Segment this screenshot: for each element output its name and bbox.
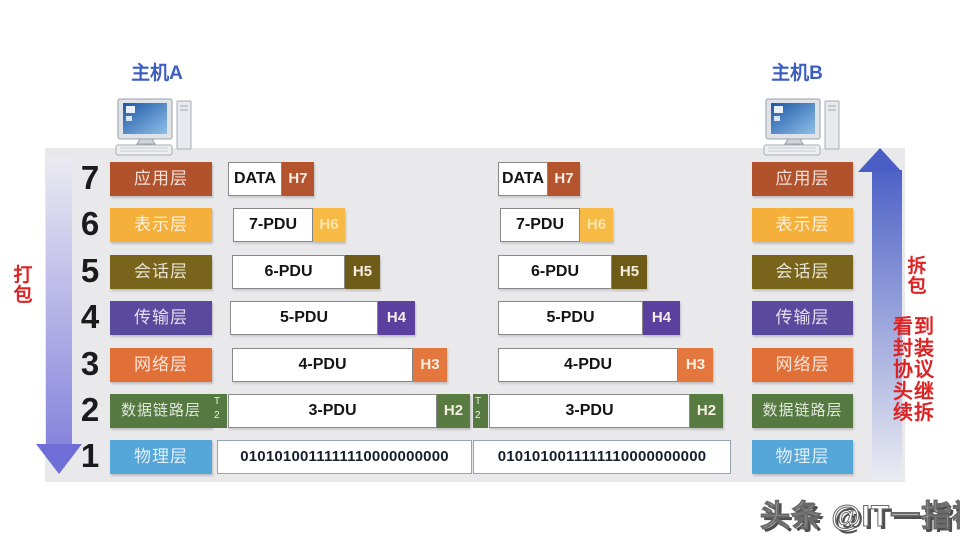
layer-number: 7 <box>80 159 100 196</box>
layer-number: 2 <box>80 391 100 428</box>
pdu-box-right: DATA <box>498 162 548 196</box>
header-box-left: H7 <box>282 162 314 196</box>
layer-name-right: 传输层 <box>752 301 853 335</box>
host-b-label: 主机B <box>771 63 823 84</box>
layer-row-6: 6 表示层 7-PDU H6 7-PDU H6 表示层 <box>0 205 960 242</box>
computer-icon <box>763 98 840 156</box>
layer-name-right: 会话层 <box>752 255 853 289</box>
pdu-box-right: 7-PDU <box>500 208 580 242</box>
header-box-right: H6 <box>580 208 613 242</box>
layer-name-left: 网络层 <box>110 348 212 382</box>
unpack-note-line: 续拆 <box>893 402 935 424</box>
layer-name-left: 数据链路层 <box>110 394 212 428</box>
layer-row-7: 7 应用层 DATA H7 DATA H7 应用层 <box>0 159 960 196</box>
trailer-char: T <box>475 396 482 407</box>
trailer-char: 2 <box>214 410 220 421</box>
layer-name-left: 应用层 <box>110 162 212 196</box>
computer-icon <box>115 98 192 156</box>
unpack-arrow-up-head-icon <box>858 148 902 172</box>
trailer-box-left: T 2 <box>212 394 227 428</box>
header-box-right: H4 <box>643 301 680 335</box>
header-box-right: H3 <box>678 348 713 382</box>
unpack-arrow-up <box>872 170 902 480</box>
pdu-box-left: 5-PDU <box>230 301 378 335</box>
layer-number: 3 <box>80 345 100 382</box>
layer-row-1: 1 物理层 0101010011111110000000000 01010100… <box>0 437 960 474</box>
host-a-label: 主机A <box>131 63 183 84</box>
pdu-box-left: 4-PDU <box>232 348 413 382</box>
pdu-box-right: 4-PDU <box>498 348 678 382</box>
bitstream-box-left: 0101010011111110000000000 <box>217 440 472 474</box>
pdu-box-left: 6-PDU <box>232 255 345 289</box>
pdu-box-right: 5-PDU <box>498 301 643 335</box>
layer-name-right: 应用层 <box>752 162 853 196</box>
layer-name-left: 会话层 <box>110 255 212 289</box>
header-box-right: H5 <box>612 255 647 289</box>
unpack-note-line: 头继 <box>893 380 935 403</box>
header-box-right: H2 <box>690 394 723 428</box>
layer-number: 4 <box>80 298 100 335</box>
pack-arrow-down-head-icon <box>36 444 82 474</box>
layer-row-2: 2 数据链路层 T 2 3-PDU H2 T 2 3-PDU H2 数据链路层 <box>0 391 960 428</box>
unpack-label: 拆包 <box>907 256 927 297</box>
header-box-left: H6 <box>313 208 345 242</box>
trailer-char: T <box>214 396 221 407</box>
header-box-left: H5 <box>345 255 380 289</box>
layer-number: 5 <box>80 252 100 289</box>
pdu-box-left: 3-PDU <box>228 394 437 428</box>
header-box-left: H3 <box>413 348 447 382</box>
pdu-box-right: 3-PDU <box>489 394 690 428</box>
unpack-note-line: 看到 <box>893 316 935 338</box>
header-box-left: H4 <box>378 301 415 335</box>
pdu-box-right: 6-PDU <box>498 255 612 289</box>
layer-name-right: 表示层 <box>752 208 853 242</box>
layer-row-4: 4 传输层 5-PDU H4 5-PDU H4 传输层 <box>0 298 960 335</box>
layer-number: 1 <box>80 437 100 474</box>
watermark: 头条 @IT一指禅 <box>759 500 960 534</box>
layer-row-5: 5 会话层 6-PDU H5 6-PDU H5 会话层 <box>0 252 960 289</box>
layer-name-left: 表示层 <box>110 208 212 242</box>
pack-arrow-down <box>46 158 72 445</box>
header-box-right: H7 <box>548 162 580 196</box>
pdu-box-left: 7-PDU <box>233 208 313 242</box>
layer-number: 6 <box>80 205 100 242</box>
unpack-note-line: 协议 <box>893 359 935 381</box>
layer-name-right: 网络层 <box>752 348 853 382</box>
layer-name-left: 传输层 <box>110 301 212 335</box>
trailer-char: 2 <box>475 410 481 421</box>
unpack-note: 看到 封装 协议 头继 续拆 <box>893 316 945 425</box>
layer-name-right: 物理层 <box>752 440 853 474</box>
layer-row-3: 3 网络层 4-PDU H3 4-PDU H3 网络层 <box>0 345 960 382</box>
pdu-box-left: DATA <box>228 162 282 196</box>
pack-label: 打包 <box>13 265 33 306</box>
layer-name-right: 数据链路层 <box>752 394 853 428</box>
layer-name-left: 物理层 <box>110 440 212 474</box>
trailer-box-right: T 2 <box>473 394 488 428</box>
unpack-note-line: 封装 <box>893 337 935 360</box>
header-box-left: H2 <box>437 394 470 428</box>
bitstream-box-right: 0101010011111110000000000 <box>473 440 731 474</box>
